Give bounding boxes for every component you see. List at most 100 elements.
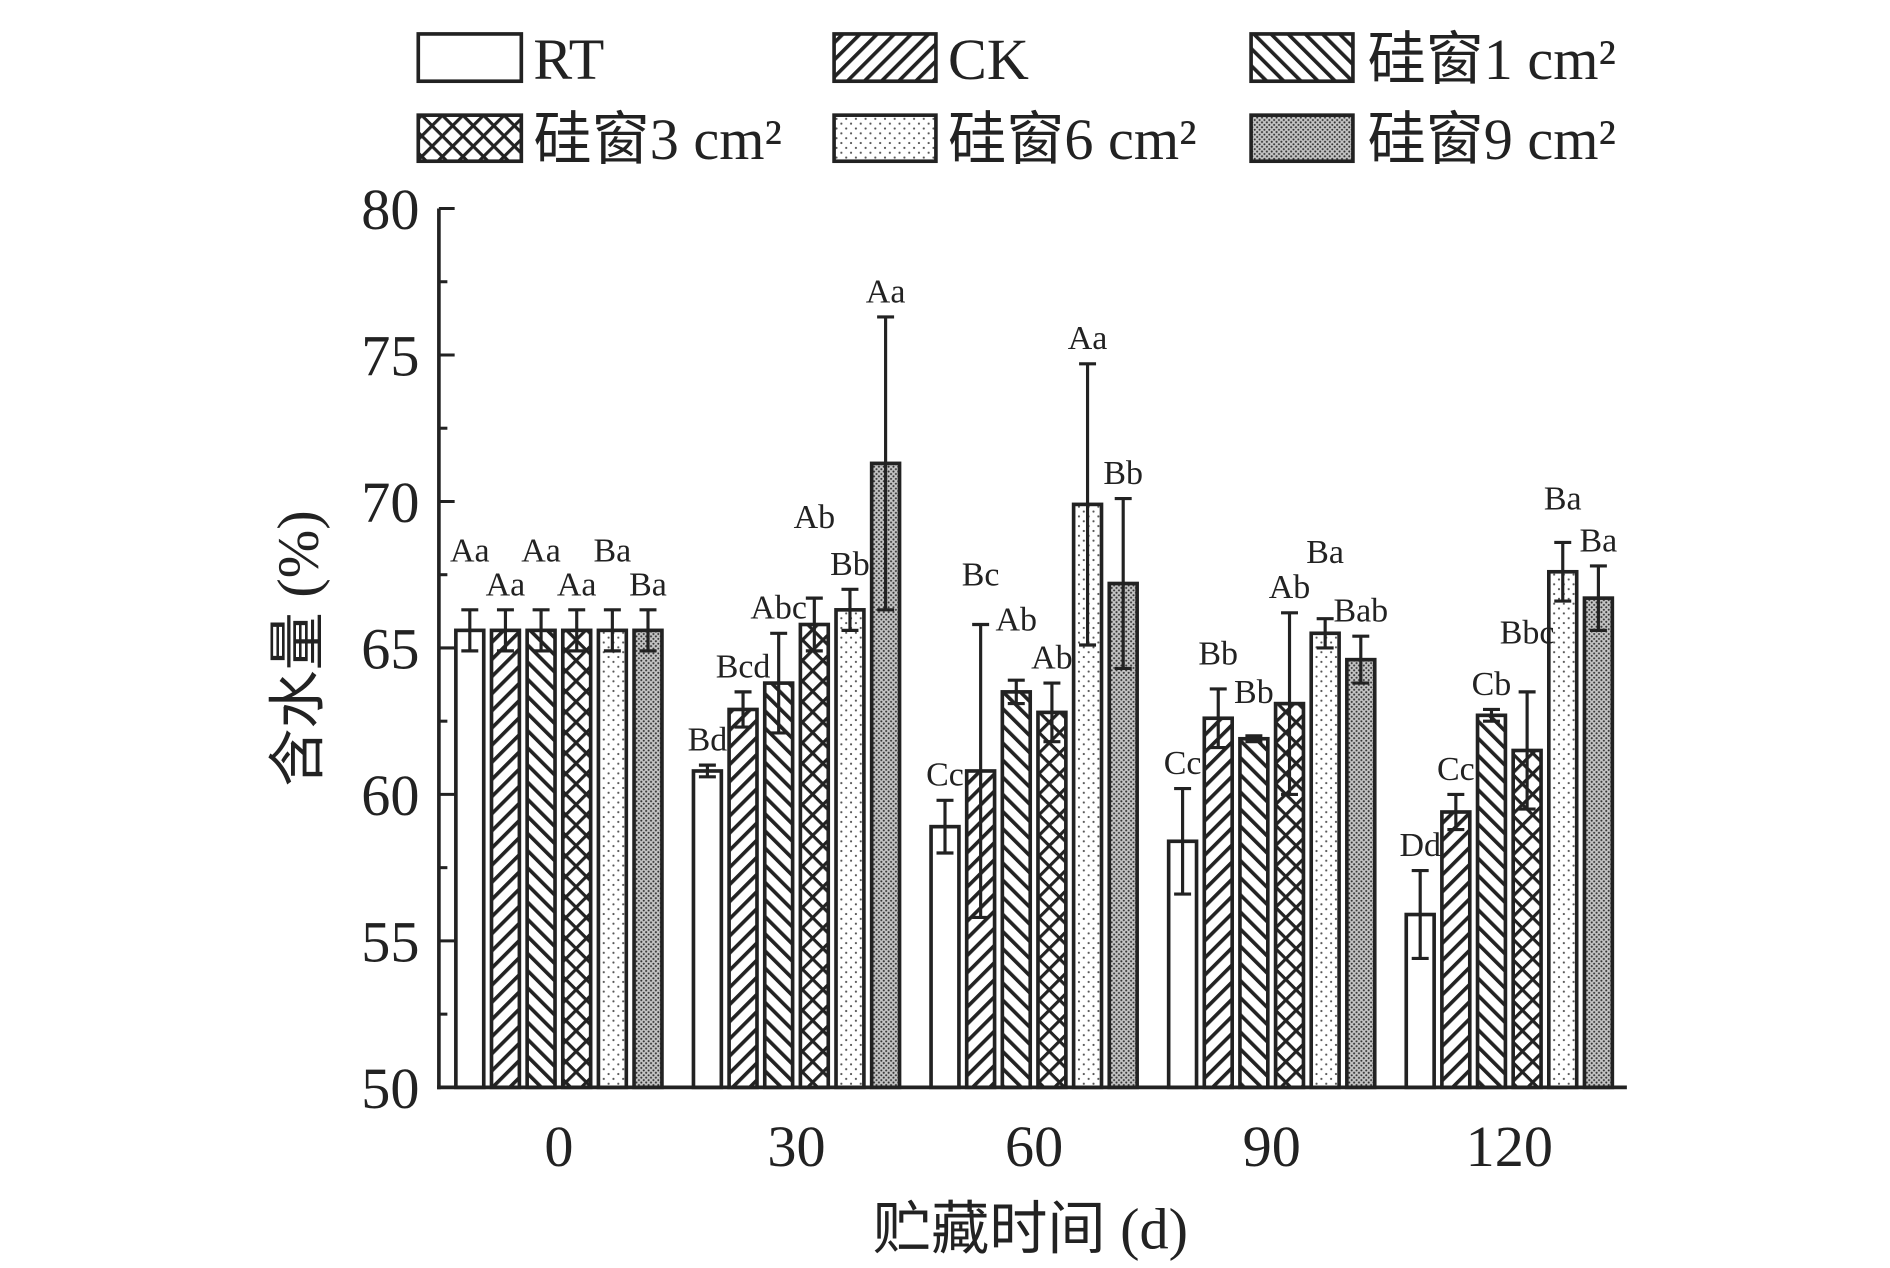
bar-window-6cm2-day-0 <box>596 628 629 1090</box>
bar-window-1cm2-day-60 <box>1000 690 1033 1090</box>
error-bar-window-9cm2-day-120 <box>1589 564 1607 632</box>
bar-ck-day-30 <box>727 707 759 1090</box>
error-bar-window-6cm2-day-0 <box>603 608 621 653</box>
axes-layer: 50 55 60 65 70 75 80 0 30 60 90 120 <box>361 177 1627 1179</box>
bar-window-9cm2-day-0 <box>632 628 664 1090</box>
error-bar-rt-day-30 <box>698 763 716 779</box>
y-tick-label: 60 <box>361 763 419 828</box>
significance-label-ck-day-30: Bcd <box>716 648 771 685</box>
bar-window-1cm2-day-30 <box>762 681 795 1090</box>
legend: RT CK 硅窗1 cm² 硅窗3 cm² 硅窗6 cm² 硅窗9 cm² <box>416 27 1616 172</box>
bar-window-3cm2-day-0 <box>560 628 593 1090</box>
y-tick-label: 80 <box>361 177 419 242</box>
legend-label: 硅窗1 cm² <box>1367 27 1615 92</box>
legend-item-ck: CK <box>832 27 1029 92</box>
y-tick-label: 55 <box>361 910 419 975</box>
bar-rt-day-30 <box>691 769 724 1090</box>
bar-ck-day-120 <box>1440 810 1472 1090</box>
significance-label-window-9cm2-day-30: Aa <box>866 273 906 310</box>
y-tick-label: 65 <box>361 617 419 682</box>
significance-label-window-9cm2-day-60: Bb <box>1103 455 1143 492</box>
x-tick-label: 30 <box>767 1114 825 1179</box>
bar-ck-day-0 <box>489 628 522 1090</box>
significance-label-window-6cm2-day-120: Ba <box>1544 481 1582 518</box>
error-bar-window-3cm2-day-120 <box>1518 690 1536 811</box>
bar-window-1cm2-day-120 <box>1475 713 1508 1090</box>
error-bar-window-3cm2-day-0 <box>568 608 586 653</box>
error-bar-rt-day-60 <box>936 798 954 855</box>
bar-window-3cm2-day-30 <box>798 622 831 1090</box>
significance-label-window-9cm2-day-120: Ba <box>1580 522 1618 559</box>
y-tick-label: 70 <box>361 470 419 535</box>
significance-label-window-3cm2-day-0: Aa <box>557 566 597 603</box>
error-bar-window-1cm2-day-60 <box>1007 678 1025 706</box>
significance-label-window-1cm2-day-90: Bb <box>1234 674 1274 711</box>
significance-label-window-6cm2-day-90: Ba <box>1306 534 1344 571</box>
y-tick-label: 50 <box>361 1056 419 1121</box>
bar-rt-day-60 <box>929 824 961 1090</box>
legend-label: 硅窗6 cm² <box>948 107 1196 172</box>
y-tick-label: 75 <box>361 324 419 389</box>
significance-label-ck-day-60: Bc <box>962 557 1000 594</box>
significance-label-window-3cm2-day-90: Ab <box>1269 569 1310 606</box>
significance-label-window-9cm2-day-0: Ba <box>629 566 667 603</box>
legend-label: 硅窗3 cm² <box>533 107 781 172</box>
x-tick-label: 0 <box>544 1114 573 1179</box>
bar-window-6cm2-day-30 <box>834 608 866 1090</box>
error-bar-ck-day-0 <box>496 608 514 653</box>
error-bar-window-3cm2-day-60 <box>1043 681 1061 744</box>
significance-label-rt-day-0: Aa <box>450 532 490 569</box>
error-bar-window-6cm2-day-60 <box>1079 362 1097 647</box>
significance-label-window-3cm2-day-60: Ab <box>1031 640 1072 677</box>
bar-window-6cm2-day-90 <box>1309 631 1341 1090</box>
significance-label-ck-day-120: Cc <box>1437 751 1475 788</box>
error-bar-window-6cm2-day-120 <box>1554 540 1572 603</box>
error-bar-window-3cm2-day-30 <box>805 596 823 653</box>
bar-window-9cm2-day-90 <box>1345 657 1377 1090</box>
error-bar-window-1cm2-day-120 <box>1482 707 1500 723</box>
significance-label-window-1cm2-day-0: Aa <box>521 532 561 569</box>
x-axis-title: 贮藏时间 (d) <box>873 1197 1188 1262</box>
legend-swatch <box>832 113 938 164</box>
significance-label-window-1cm2-day-30: Abc <box>750 590 807 627</box>
bar-window-3cm2-day-60 <box>1036 710 1068 1090</box>
significance-label-ck-day-0: Aa <box>486 566 526 603</box>
legend-swatch <box>1249 32 1355 84</box>
error-bar-window-9cm2-day-60 <box>1114 496 1132 671</box>
bar-rt-day-0 <box>454 628 486 1090</box>
significance-label-rt-day-60: Cc <box>926 757 964 794</box>
error-bar-window-9cm2-day-30 <box>877 315 895 612</box>
significance-label-window-3cm2-day-30: Ab <box>794 499 835 536</box>
error-bar-window-6cm2-day-30 <box>841 587 859 632</box>
error-bar-window-1cm2-day-0 <box>532 608 550 653</box>
x-tick-label: 120 <box>1466 1114 1553 1179</box>
error-bar-window-1cm2-day-30 <box>770 631 788 735</box>
y-axis-title: 含水量 (%) <box>266 510 331 786</box>
significance-label-rt-day-30: Bd <box>688 722 728 759</box>
error-bar-rt-day-120 <box>1411 869 1429 961</box>
significance-label-window-1cm2-day-120: Cb <box>1472 666 1512 703</box>
significance-label-window-6cm2-day-30: Bb <box>830 546 870 583</box>
error-bar-window-3cm2-day-90 <box>1281 611 1299 796</box>
significance-label-window-1cm2-day-60: Ab <box>996 601 1037 638</box>
error-bar-window-9cm2-day-90 <box>1352 634 1370 685</box>
legend-item-rt: RT <box>416 27 604 92</box>
error-bar-ck-day-30 <box>734 690 752 729</box>
x-tick-label: 90 <box>1243 1114 1301 1179</box>
legend-item-window-9cm2: 硅窗9 cm² <box>1249 107 1616 172</box>
significance-label-ck-day-90: Bb <box>1198 636 1238 673</box>
error-bar-window-6cm2-day-90 <box>1316 617 1334 650</box>
significance-label-window-6cm2-day-0: Ba <box>594 532 632 569</box>
legend-swatch <box>832 32 938 84</box>
error-bar-window-9cm2-day-0 <box>639 608 657 653</box>
significance-label-window-3cm2-day-120: Bbc <box>1500 614 1555 651</box>
legend-item-window-6cm2: 硅窗6 cm² <box>832 107 1197 172</box>
error-bar-rt-day-90 <box>1174 786 1192 896</box>
legend-swatch <box>1249 113 1355 164</box>
significance-label-window-9cm2-day-90: Bab <box>1333 593 1388 630</box>
bar-rt-day-90 <box>1166 839 1199 1090</box>
x-tick-label: 60 <box>1005 1114 1063 1179</box>
legend-item-window-1cm2: 硅窗1 cm² <box>1249 27 1616 92</box>
legend-label: RT <box>533 27 604 92</box>
